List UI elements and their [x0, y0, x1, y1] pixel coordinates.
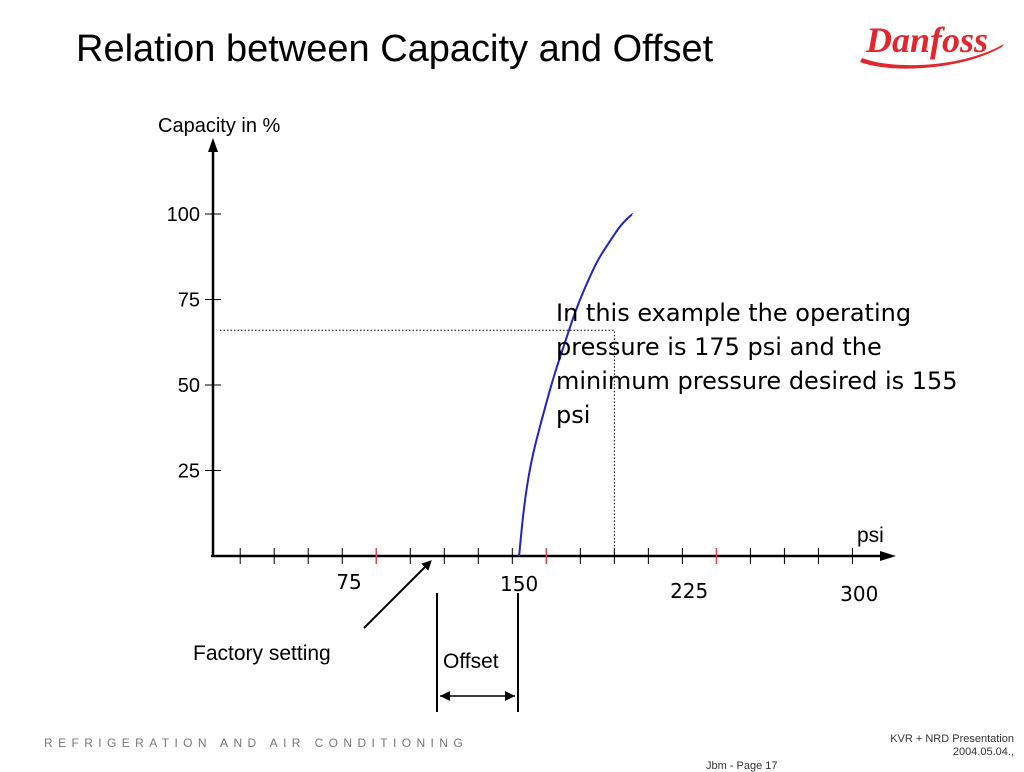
- y-tick-label: 75: [178, 290, 200, 312]
- example-note: In this example the operating pressure i…: [556, 299, 958, 429]
- x-axis-arrow: [880, 551, 896, 561]
- x-tick-label: 225: [670, 579, 708, 603]
- footer-presentation-date: 2004.05.04.,: [952, 746, 1014, 758]
- operating-point-guide: [220, 329, 615, 554]
- offset-left-arrowhead: [440, 691, 450, 701]
- footer-page-number: Jbm - Page 17: [706, 760, 778, 772]
- offset-label: Offset: [443, 650, 499, 673]
- offset-right-arrowhead: [505, 691, 515, 701]
- x-tick-label: 75: [336, 570, 361, 594]
- footer-presentation-info: KVR + NRD Presentation 2004.05.04.,: [890, 733, 1014, 759]
- y-tick-label: 25: [178, 461, 200, 483]
- footer-presentation-title: KVR + NRD Presentation: [890, 733, 1014, 745]
- y-axis-label: Capacity in %: [158, 115, 280, 137]
- capacity-curve: [518, 212, 634, 557]
- slide-title: Relation between Capacity and Offset: [76, 28, 714, 70]
- factory-setting-label: Factory setting: [193, 642, 331, 665]
- brand-logo-text: Danfoss: [865, 20, 988, 60]
- x-tick-label: 150: [500, 572, 538, 596]
- y-axis-arrow: [208, 138, 218, 152]
- footer-tagline: REFRIGERATION AND AIR CONDITIONING: [44, 736, 469, 750]
- danfoss-logo: Danfoss: [852, 14, 1012, 76]
- factory-setting-arrow: [363, 560, 432, 629]
- y-tick-label: 50: [178, 375, 200, 397]
- y-tick-label: 100: [167, 204, 200, 226]
- x-axis-label: psi: [857, 524, 884, 547]
- x-tick-label: 300: [840, 582, 878, 606]
